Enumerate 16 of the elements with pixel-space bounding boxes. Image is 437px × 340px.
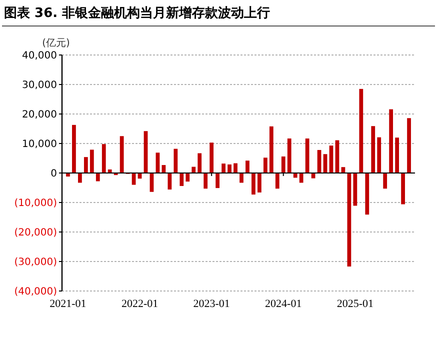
x-tick-label: 2022-01 xyxy=(121,298,158,310)
y-tick-label: 30,000 xyxy=(22,80,57,91)
y-tick-label: 20,000 xyxy=(22,110,57,120)
y-tick-label: 10,000 xyxy=(22,139,57,150)
y-tick-label: (10,000) xyxy=(14,198,58,209)
x-tick-label: 2025-01 xyxy=(336,298,374,310)
y-tick-label: (40,000) xyxy=(14,286,58,298)
y-tick-label: (20,000) xyxy=(14,228,58,238)
y-tick-label: (30,000) xyxy=(14,257,58,268)
y-axis-title: (亿元) xyxy=(42,38,70,49)
y-tick-label: 0 xyxy=(50,168,57,180)
x-tick-label: 2021-01 xyxy=(50,298,86,310)
chart-title: 图表 36. 非银金融机构当月新增存款波动上行 xyxy=(4,5,270,21)
x-tick-label: 2024-01 xyxy=(265,298,302,310)
x-tick-label: 2023-01 xyxy=(193,298,230,310)
y-tick-label: 40,000 xyxy=(22,50,57,62)
